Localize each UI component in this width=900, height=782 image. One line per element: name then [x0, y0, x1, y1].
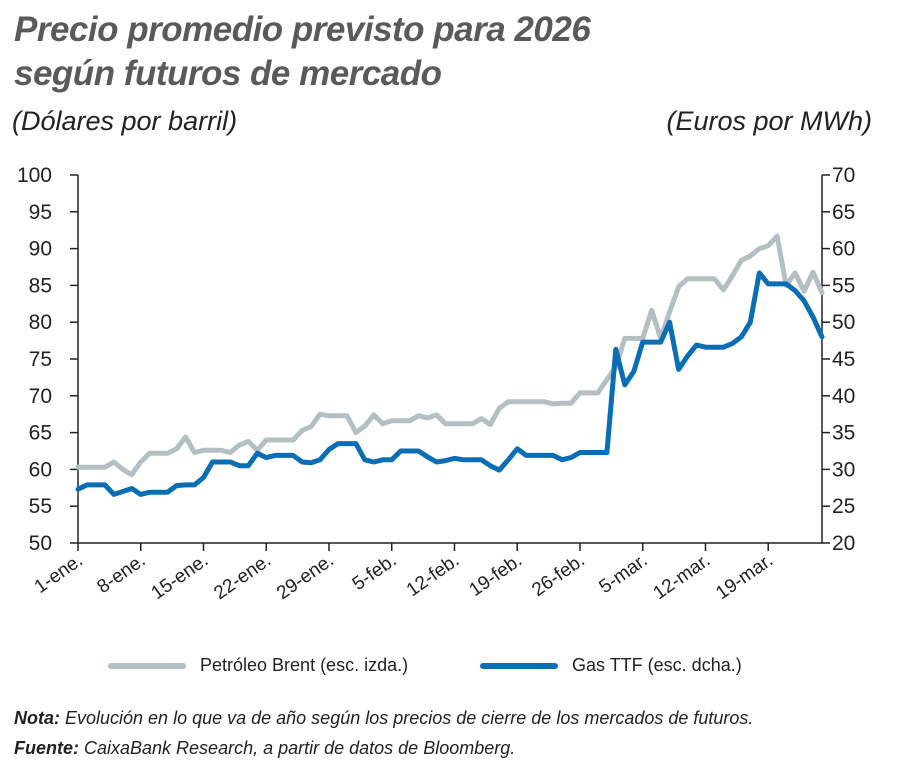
x-tick-label: 29-ene. — [273, 550, 338, 604]
right-tick-label: 50 — [832, 311, 855, 334]
right-tick-label: 40 — [832, 385, 855, 408]
left-tick-label: 85 — [29, 274, 52, 297]
left-tick-label: 75 — [29, 348, 52, 371]
right-axis-unit: (Euros por MWh) — [666, 106, 872, 136]
right-tick-label: 70 — [832, 164, 855, 187]
x-tick-label: 8-ene. — [93, 550, 149, 598]
plot-area — [75, 233, 825, 497]
source-text: CaixaBank Research, a partir de datos de… — [79, 738, 516, 758]
left-tick-label: 95 — [29, 201, 52, 224]
left-tick-label: 50 — [29, 532, 52, 555]
right-tick-label: 55 — [832, 274, 855, 297]
source-label: Fuente: — [14, 738, 79, 758]
left-tick-label: 60 — [29, 458, 52, 481]
left-y-ticks: 50 55 60 65 70 75 80 85 90 95 100 — [17, 164, 79, 555]
chart-title-line1: Precio promedio previsto para 2026 — [14, 10, 591, 49]
x-axis: 1-ene. 8-ene.15-ene.22-ene.29-ene. 5-feb. 1… — [31, 542, 822, 604]
right-tick-label: 25 — [832, 495, 855, 518]
left-tick-label: 100 — [17, 164, 52, 187]
right-tick-label: 20 — [832, 532, 855, 555]
legend-item-brent: Petróleo Brent (esc. izda.) — [108, 655, 408, 676]
footnote: Nota: Evolución en lo que va de año segú… — [14, 708, 753, 729]
right-tick-label: 65 — [832, 201, 855, 224]
footnote-label: Nota: — [14, 708, 60, 728]
left-tick-label: 80 — [29, 311, 52, 334]
x-tick-label: 5-feb. — [349, 550, 401, 595]
legend-label-ttf: Gas TTF (esc. dcha.) — [572, 655, 742, 675]
footnote-text: Evolución en lo que va de año según los … — [60, 708, 754, 728]
x-tick-label: 12-mar. — [650, 550, 715, 604]
x-tick-label: 15-ene. — [148, 550, 213, 604]
left-tick-label: 70 — [29, 385, 52, 408]
left-axis-unit: (Dólares por barril) — [12, 106, 238, 136]
right-tick-label: 35 — [832, 422, 855, 445]
line-chart: 50 55 60 65 70 75 80 85 90 95 100 20 25 30 35 40 45 50 55… — [17, 164, 855, 604]
legend-label-brent: Petróleo Brent (esc. izda.) — [200, 655, 409, 675]
legend-item-ttf: Gas TTF (esc. dcha.) — [480, 655, 742, 676]
legend-swatch-ttf — [480, 662, 558, 669]
right-y-ticks: 20 25 30 35 40 45 50 55 60 65 70 — [821, 164, 855, 555]
series-line-ttf — [75, 270, 825, 497]
source-note: Fuente: CaixaBank Research, a partir de … — [14, 738, 515, 759]
right-tick-label: 60 — [832, 238, 855, 261]
left-tick-label: 90 — [29, 238, 52, 261]
x-tick-label: 12-feb. — [403, 550, 464, 601]
x-tick-label: 1-ene. — [31, 550, 87, 598]
right-tick-label: 30 — [832, 458, 855, 481]
chart-title-line2: según futuros de mercado — [14, 54, 442, 93]
x-tick-label: 19-feb. — [466, 550, 527, 601]
chart-title: Precio promedio previsto para 2026 según… — [14, 8, 874, 96]
legend: Petróleo Brent (esc. izda.) Gas TTF (esc… — [0, 655, 900, 691]
x-tick-label: 5-mar. — [595, 550, 651, 598]
x-tick-label: 19-mar. — [712, 550, 777, 604]
x-tick-label: 26-feb. — [528, 550, 589, 601]
left-tick-label: 65 — [29, 422, 52, 445]
legend-swatch-brent — [108, 662, 186, 669]
left-tick-label: 55 — [29, 495, 52, 518]
right-tick-label: 45 — [832, 348, 855, 371]
x-tick-label: 22-ene. — [210, 550, 275, 604]
series-line-brent — [75, 233, 825, 478]
